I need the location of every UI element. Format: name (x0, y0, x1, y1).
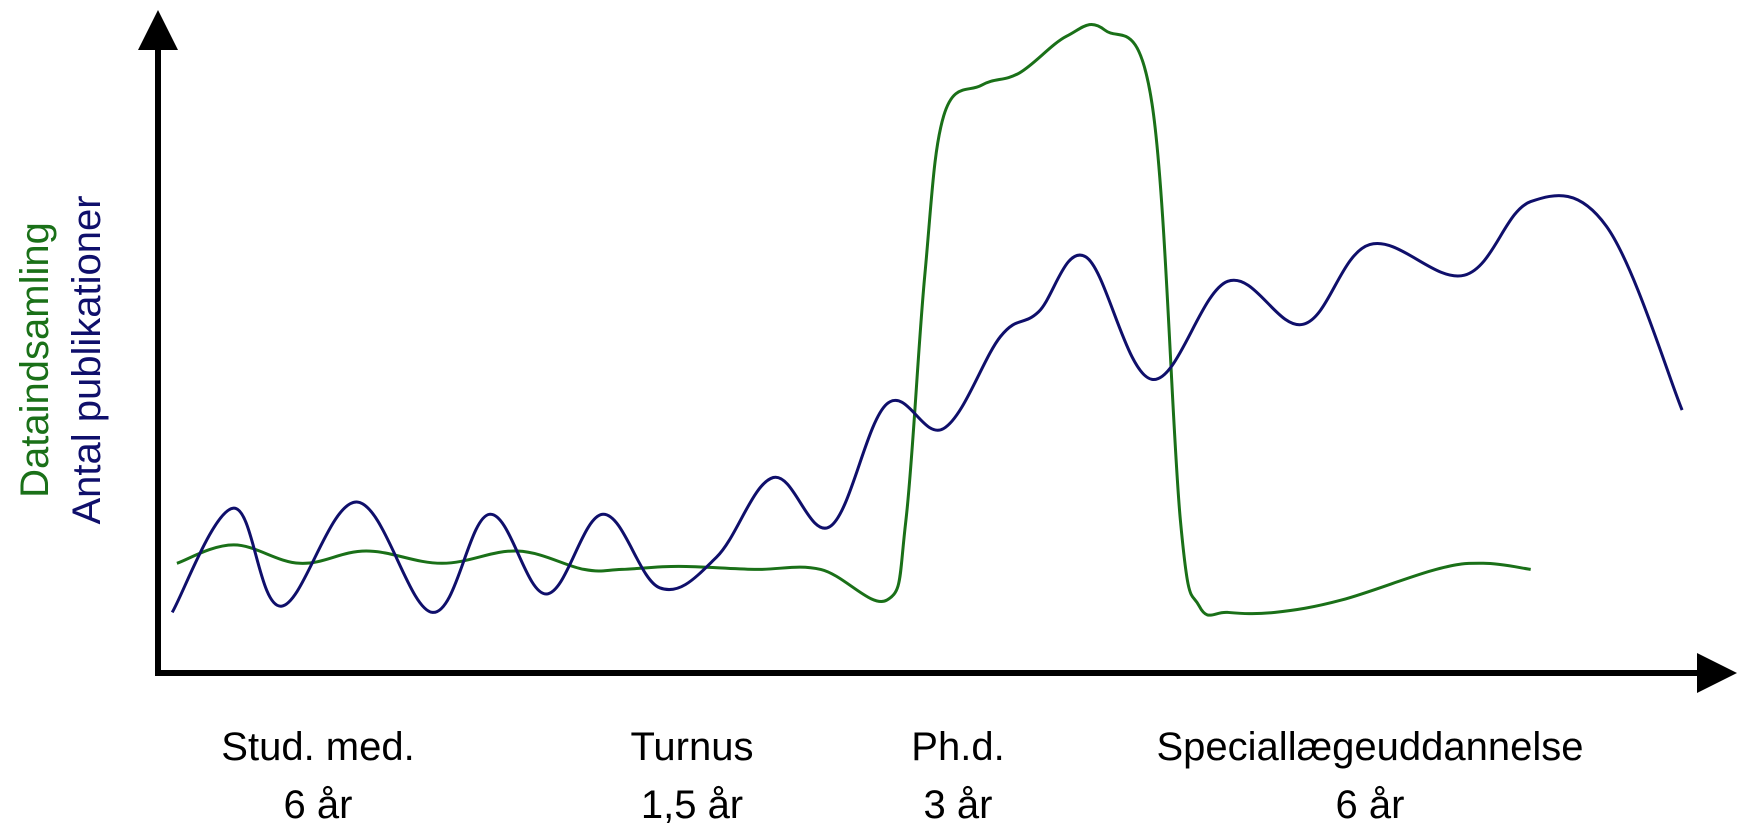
phase-name-label: Turnus (630, 725, 753, 769)
phase-duration-label: 3 år (924, 783, 993, 827)
phase-name-label: Speciallægeuddannelse (1157, 725, 1584, 769)
phase-duration-label: 6 år (1336, 783, 1405, 827)
phase-duration-label: 1,5 år (641, 783, 743, 827)
phase-name-label: Ph.d. (911, 725, 1004, 769)
phase-labels: Stud. med. 6 år Turnus 1,5 år Ph.d. 3 år Speci… (221, 725, 1583, 827)
series-antal-publikationer-line (170, 194, 1684, 614)
ylabel-antal-publikationer: Antal publikationer (65, 195, 109, 524)
ylabel-dataindsamling: Dataindsamling (13, 222, 57, 498)
phase-duration-label: 6 år (284, 783, 353, 827)
phase-name-label: Stud. med. (221, 725, 414, 769)
y-axis-arrowhead (138, 10, 178, 50)
x-axis-arrowhead (1697, 653, 1737, 693)
